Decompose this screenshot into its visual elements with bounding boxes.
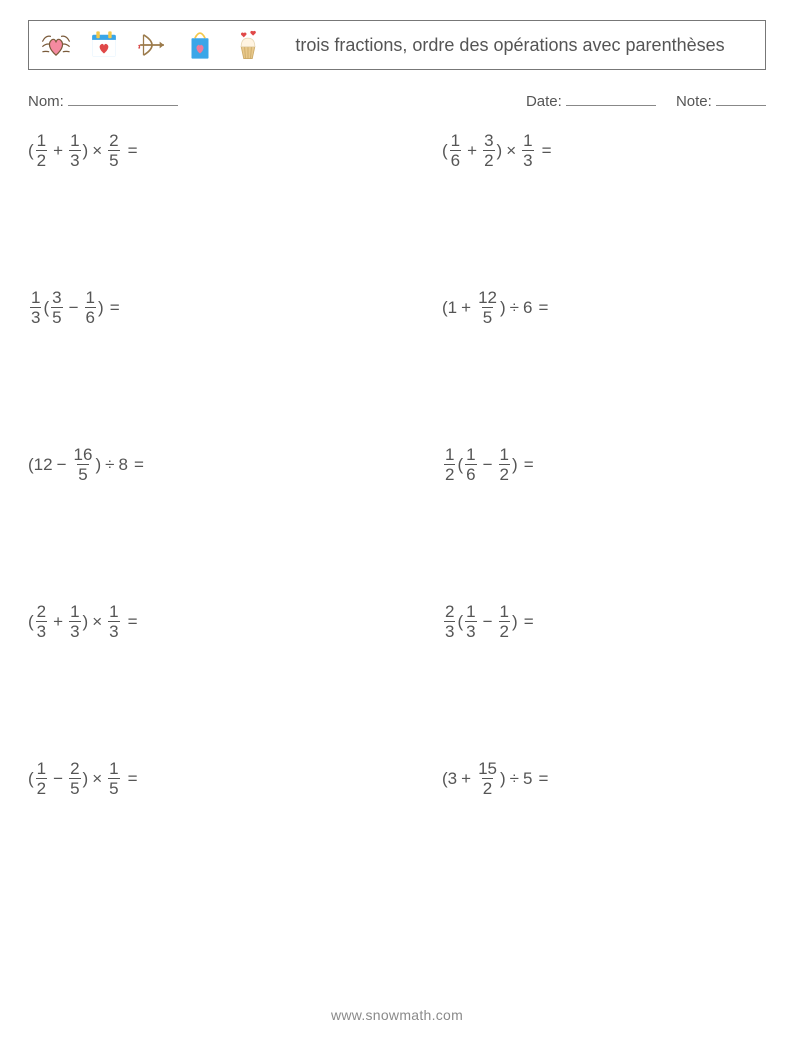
fraction: 152 <box>477 760 498 797</box>
fraction: 23 <box>36 603 47 640</box>
problem: (12−25)×15 = <box>28 760 392 797</box>
fraction: 25 <box>69 760 80 797</box>
date-label: Date: <box>526 93 562 110</box>
problem: 23(13−12) = <box>402 603 766 640</box>
name-blank <box>68 92 178 106</box>
worksheet-title: trois fractions, ordre des opérations av… <box>265 34 765 57</box>
fraction: 13 <box>465 603 476 640</box>
problem: (3+152)÷5 = <box>402 760 766 797</box>
date-field: Date: <box>526 92 656 110</box>
fraction: 16 <box>450 132 461 169</box>
gift-bag-icon <box>183 28 217 62</box>
header-bar: trois fractions, ordre des opérations av… <box>28 20 766 70</box>
fraction: 13 <box>108 603 119 640</box>
footer-url: www.snowmath.com <box>0 1007 794 1023</box>
problem: 12(16−12) = <box>402 446 766 483</box>
fraction: 13 <box>30 289 41 326</box>
fraction: 32 <box>483 132 494 169</box>
fraction: 125 <box>477 289 498 326</box>
date-blank <box>566 92 656 106</box>
problem: (16+32)×13 = <box>402 132 766 169</box>
fraction: 25 <box>108 132 119 169</box>
heart-wings-icon <box>39 28 73 62</box>
note-label: Note: <box>676 93 712 110</box>
fraction: 12 <box>499 603 510 640</box>
note-field: Note: <box>676 92 766 110</box>
problem: 13(35−16) = <box>28 289 392 326</box>
header-icons <box>29 28 265 62</box>
problem: (23+13)×13 = <box>28 603 392 640</box>
fraction: 13 <box>69 603 80 640</box>
fraction: 13 <box>69 132 80 169</box>
fraction: 13 <box>522 132 533 169</box>
worksheet-page: trois fractions, ordre des opérations av… <box>0 0 794 1053</box>
problems-grid: (12+13)×25 = (16+32)×13 = 13(35−16) = (1+12… <box>28 132 766 797</box>
name-field: Nom: <box>28 92 526 110</box>
fraction: 16 <box>85 289 96 326</box>
fraction: 12 <box>499 446 510 483</box>
fraction: 35 <box>51 289 62 326</box>
cupcake-hearts-icon <box>231 28 265 62</box>
fraction: 12 <box>36 132 47 169</box>
name-label: Nom: <box>28 93 64 110</box>
problem: (12−165)÷8 = <box>28 446 392 483</box>
fraction: 165 <box>73 446 94 483</box>
fraction: 12 <box>36 760 47 797</box>
problem: (12+13)×25 = <box>28 132 392 169</box>
problem: (1+125)÷6 = <box>402 289 766 326</box>
bow-arrow-icon <box>135 28 169 62</box>
fraction: 12 <box>444 446 455 483</box>
note-blank <box>716 92 766 106</box>
meta-row: Nom: Date: Note: <box>28 92 766 110</box>
calendar-heart-icon <box>87 28 121 62</box>
fraction: 16 <box>465 446 476 483</box>
fraction: 15 <box>108 760 119 797</box>
fraction: 23 <box>444 603 455 640</box>
